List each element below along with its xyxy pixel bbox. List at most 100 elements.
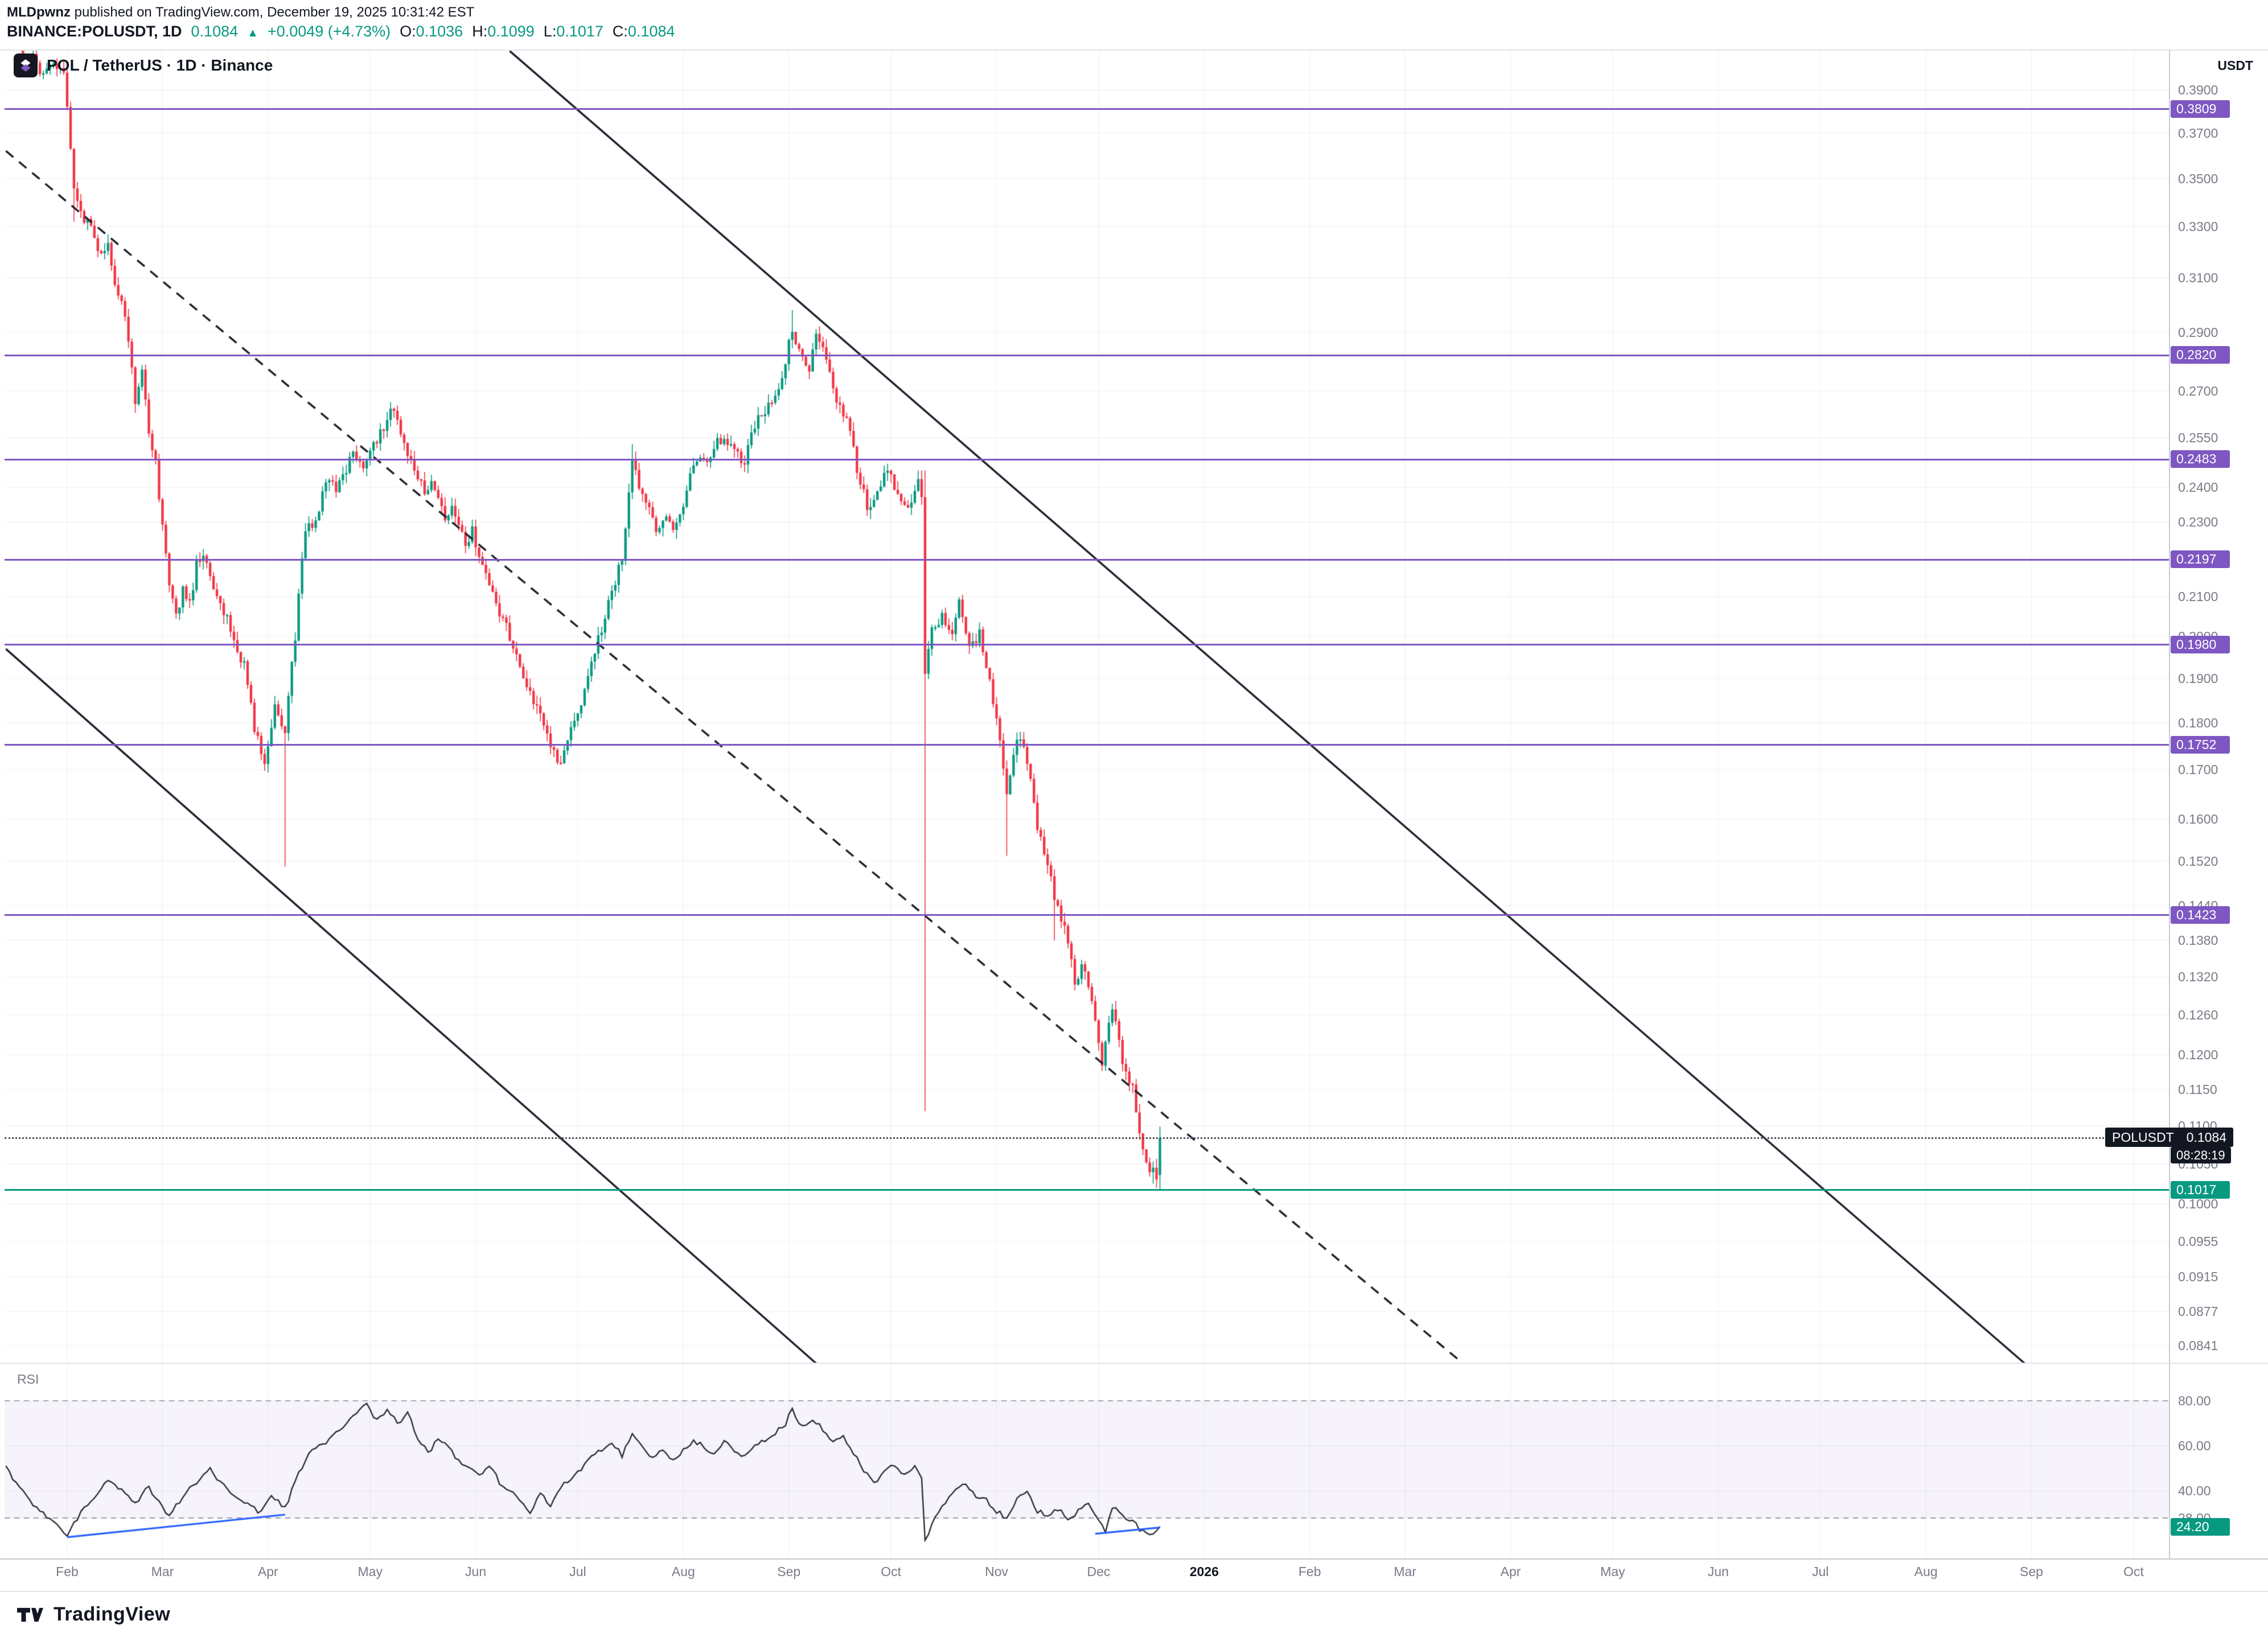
time-axis-label: Jul (1811, 1564, 1829, 1579)
symbol-title[interactable]: BINANCE:POLUSDT, 1D (7, 23, 182, 40)
price-change: +0.0049 (+4.73%) (267, 23, 391, 40)
chart-top-border (0, 50, 2268, 51)
last-price-label: POLUSDT 0.1084 (2105, 1128, 2233, 1147)
price-axis-tick: 0.1600 (2178, 812, 2218, 827)
publish-info-line: MLDpwnz published on TradingView.com, De… (7, 5, 474, 20)
time-axis-label: Sep (777, 1564, 801, 1579)
time-axis-label: 2026 (1189, 1564, 1219, 1579)
horizontal-level-line[interactable] (5, 458, 2169, 460)
rsi-axis-tick: 40.00 (2178, 1483, 2211, 1499)
time-axis-label: Aug (1914, 1564, 1938, 1579)
legend-title[interactable]: POL / TetherUS · 1D · Binance (47, 56, 273, 74)
time-axis-label: Sep (2019, 1564, 2043, 1579)
price-level-label: 0.1017 (2171, 1181, 2230, 1199)
price-axis-tick: 0.3100 (2178, 270, 2218, 286)
price-level-label: 0.2820 (2171, 346, 2230, 364)
price-level-label: 0.1980 (2171, 635, 2230, 653)
time-axis-label: Nov (985, 1564, 1008, 1579)
time-axis-label: Apr (257, 1564, 278, 1579)
price-axis-tick: 0.1000 (2178, 1196, 2218, 1212)
ohlc-close: C:0.1084 (612, 23, 675, 40)
price-axis-tick: 0.0877 (2178, 1303, 2218, 1319)
horizontal-level-line[interactable] (5, 108, 2169, 110)
horizontal-level-line[interactable] (5, 744, 2169, 746)
price-level-label: 0.1752 (2171, 735, 2230, 754)
price-axis-tick: 0.1800 (2178, 715, 2218, 730)
price-level-label: 0.2197 (2171, 550, 2230, 569)
price-axis-tick: 0.3300 (2178, 219, 2218, 235)
price-level-label: 0.3809 (2171, 100, 2230, 118)
price-axis-tick: 0.2100 (2178, 589, 2218, 604)
header-last-price: 0.1084 (191, 23, 239, 40)
horizontal-level-line[interactable] (5, 354, 2169, 356)
price-axis-tick: 0.3500 (2178, 171, 2218, 186)
time-axis-label: May (358, 1564, 383, 1579)
author-name[interactable]: MLDpwnz (7, 5, 71, 20)
price-axis-tick: 0.3700 (2178, 125, 2218, 141)
time-axis-label: May (1600, 1564, 1625, 1579)
horizontal-level-line[interactable] (5, 644, 2169, 646)
time-axis-label: Jun (465, 1564, 487, 1579)
chart-legend[interactable]: POL / TetherUS · 1D · Binance (14, 54, 273, 77)
price-axis-unit: USDT (2217, 58, 2253, 73)
pol-token-icon (20, 59, 31, 72)
price-level-label: 0.2483 (2171, 450, 2230, 468)
price-axis-tick: 0.0915 (2178, 1269, 2218, 1284)
rsi-pane-label[interactable]: RSI (17, 1372, 39, 1387)
price-axis-tick: 0.2900 (2178, 325, 2218, 340)
time-axis-label: Mar (151, 1564, 174, 1579)
rsi-axis-tick: 80.00 (2178, 1393, 2211, 1408)
symbol-header: BINANCE:POLUSDT, 1D 0.1084 ▲ +0.0049 (+4… (7, 23, 675, 40)
time-axis-label: Apr (1500, 1564, 1521, 1579)
time-axis-label: Jul (569, 1564, 586, 1579)
price-axis-tick: 0.1150 (2178, 1082, 2217, 1097)
price-axis-tick: 0.2300 (2178, 515, 2218, 530)
price-axis-tick: 0.2550 (2178, 430, 2218, 445)
time-axis-label: Aug (671, 1564, 695, 1579)
horizontal-level-line[interactable] (5, 1189, 2169, 1191)
time-axis-label: Feb (56, 1564, 79, 1579)
price-axis-tick: 0.0841 (2178, 1338, 2218, 1354)
price-axis-tick: 0.3900 (2178, 83, 2218, 98)
time-axis-label: Feb (1298, 1564, 1321, 1579)
price-axis-tick: 0.2400 (2178, 480, 2218, 495)
tradingview-brand[interactable]: TradingView (54, 1603, 171, 1625)
footer-border (0, 1591, 2268, 1592)
horizontal-level-line[interactable] (5, 558, 2169, 561)
price-axis-tick: 0.1260 (2178, 1007, 2218, 1022)
last-price-value: 0.1084 (2186, 1130, 2226, 1145)
rsi-value-label: 24.20 (2171, 1517, 2230, 1536)
time-axis-label: Oct (881, 1564, 902, 1579)
ohlc-low: L:0.1017 (543, 23, 603, 40)
rsi-axis-tick: 60.00 (2178, 1438, 2211, 1454)
time-axis-label: Oct (2123, 1564, 2144, 1579)
current-price-line (5, 1137, 2169, 1140)
tradingview-logo-icon[interactable] (17, 1606, 43, 1623)
publish-text: published on TradingView.com, December 1… (70, 5, 475, 20)
last-price-symbol: POLUSDT (2112, 1130, 2174, 1145)
time-axis-label: Jun (1707, 1564, 1729, 1579)
price-axis-tick: 0.1520 (2178, 854, 2218, 869)
price-axis-tick: 0.1200 (2178, 1047, 2218, 1062)
price-axis-border[interactable] (2169, 50, 2170, 1558)
time-axis-label: Dec (1087, 1564, 1111, 1579)
price-axis-tick: 0.0955 (2178, 1234, 2218, 1249)
price-axis-tick: 0.2700 (2178, 383, 2218, 398)
price-axis-tick: 0.1700 (2178, 762, 2218, 778)
bar-close-countdown: 08:28:19 (2171, 1147, 2231, 1164)
ohlc-open: O:0.1036 (400, 23, 463, 40)
time-axis-label: Mar (1394, 1564, 1416, 1579)
pane-separator[interactable] (0, 1363, 2268, 1364)
price-axis-tick: 0.1900 (2178, 671, 2218, 686)
horizontal-level-line[interactable] (5, 914, 2169, 916)
price-level-label: 0.1423 (2171, 906, 2230, 924)
time-axis-border (0, 1558, 2268, 1560)
symbol-logo (14, 54, 38, 77)
price-axis-tick: 0.1380 (2178, 932, 2218, 948)
change-arrow-icon: ▲ (247, 27, 258, 39)
footer-bar: TradingView (0, 1592, 2268, 1637)
price-axis-tick: 0.1320 (2178, 969, 2218, 984)
ohlc-high: H:0.1099 (472, 23, 535, 40)
